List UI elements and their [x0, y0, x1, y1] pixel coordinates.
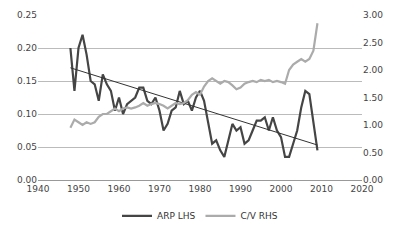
svg-text:2.50: 2.50 — [363, 38, 383, 48]
svg-text:2020: 2020 — [351, 184, 374, 194]
svg-text:1950: 1950 — [67, 184, 90, 194]
svg-text:0.50: 0.50 — [363, 148, 383, 158]
svg-text:0.10: 0.10 — [17, 109, 37, 119]
svg-text:ARP LHS: ARP LHS — [157, 211, 195, 221]
svg-text:0.15: 0.15 — [17, 76, 37, 86]
svg-text:2010: 2010 — [310, 184, 333, 194]
svg-text:0.05: 0.05 — [17, 142, 37, 152]
svg-text:C/V RHS: C/V RHS — [240, 211, 277, 221]
svg-text:0.25: 0.25 — [17, 10, 37, 20]
svg-text:0.00: 0.00 — [363, 175, 383, 185]
svg-text:2.00: 2.00 — [363, 65, 383, 75]
svg-text:1980: 1980 — [189, 184, 212, 194]
svg-text:1990: 1990 — [229, 184, 252, 194]
svg-text:1940: 1940 — [27, 184, 50, 194]
svg-text:2000: 2000 — [270, 184, 293, 194]
svg-text:3.00: 3.00 — [363, 10, 383, 20]
svg-text:1970: 1970 — [148, 184, 171, 194]
svg-text:0.00: 0.00 — [17, 175, 37, 185]
svg-text:0.20: 0.20 — [17, 43, 37, 53]
svg-text:1.50: 1.50 — [363, 93, 383, 103]
svg-text:1.00: 1.00 — [363, 120, 383, 130]
svg-text:1960: 1960 — [108, 184, 131, 194]
